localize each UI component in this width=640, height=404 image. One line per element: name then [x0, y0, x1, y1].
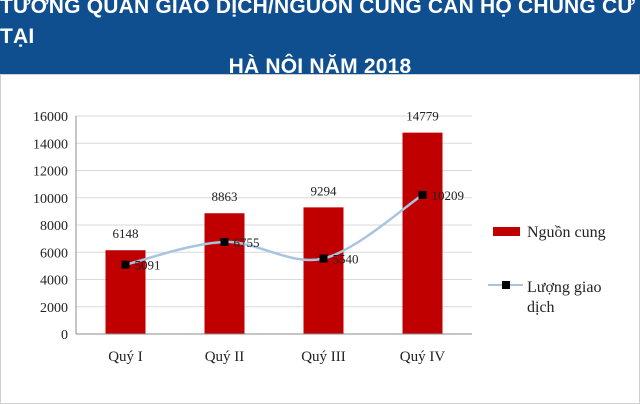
line-data-label: 10209 — [432, 188, 465, 203]
y-tick-label: 6000 — [40, 246, 68, 261]
chart-title-line-2: HÀ NỘI NĂM 2018 — [228, 55, 412, 78]
chart-title-line-1: TƯƠNG QUAN GIAO DỊCH/NGUỒN CUNG CĂN HỘ C… — [0, 0, 635, 48]
line-path — [125, 193, 424, 266]
y-axis: 0 2000 4000 6000 8000 10000 12000 14000 16000 — [33, 110, 77, 343]
bar-data-label: 6148 — [113, 226, 139, 241]
line-marker-4 — [418, 190, 427, 199]
line-data-label: 5540 — [333, 252, 359, 267]
legend-item-luong-giao-line2: dịch — [527, 299, 555, 316]
legend-item-luong-giao-line1: Lượng giao — [527, 279, 601, 296]
y-tick-label: 8000 — [40, 219, 68, 234]
bar-data-label: 9294 — [311, 183, 338, 198]
x-tick-label: Quý III — [301, 349, 346, 365]
line-marker-1 — [121, 260, 130, 269]
x-tick-label: Quý IV — [400, 349, 446, 365]
bar-4 — [402, 132, 443, 334]
legend: Nguồn cung Lượng giao dịch — [488, 224, 606, 316]
bar-data-label: 14779 — [406, 109, 439, 124]
y-tick-label: 12000 — [33, 165, 68, 180]
line-series: 5091 6755 5540 10209 — [121, 188, 465, 273]
y-tick-label: 16000 — [33, 110, 68, 125]
y-tick-label: 2000 — [40, 301, 68, 316]
bar-2 — [204, 213, 245, 334]
y-tick-label: 4000 — [40, 274, 68, 289]
x-tick-label: Quý I — [108, 349, 143, 365]
legend-square-marker — [502, 281, 510, 289]
bar-data-label: 8863 — [212, 189, 238, 204]
chart-header: TƯƠNG QUAN GIAO DỊCH/NGUỒN CUNG CĂN HỘ C… — [0, 0, 640, 78]
bar-series: 6148 8863 9294 14779 — [105, 109, 443, 334]
line-marker-3 — [319, 254, 328, 263]
bar-3 — [303, 207, 344, 334]
y-tick-label: 10000 — [33, 192, 68, 207]
y-tick-label: 0 — [61, 328, 68, 343]
line-marker-2 — [220, 237, 229, 246]
y-tick-label: 14000 — [33, 137, 68, 152]
x-axis: Quý I Quý II Quý III Quý IV — [76, 333, 472, 365]
legend-item-nguon-cung: Nguồn cung — [527, 224, 606, 241]
line-data-label: 5091 — [135, 258, 161, 273]
line-data-label: 6755 — [234, 235, 260, 250]
x-tick-label: Quý II — [205, 349, 245, 365]
legend-bar-swatch — [493, 227, 520, 236]
